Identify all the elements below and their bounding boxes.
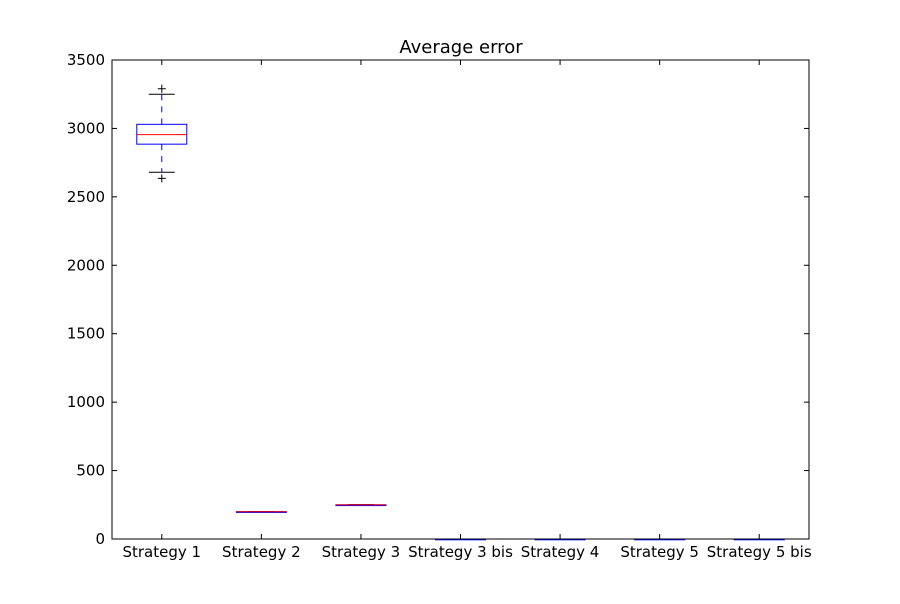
x-category-label: Strategy 3 <box>322 543 401 561</box>
x-axis: Strategy 1 Strategy 2 Strategy 3 Strategy 3… <box>122 60 812 561</box>
box-group <box>335 504 387 507</box>
y-axis: 0 500 1000 1500 2000 2500 3000 3500 <box>67 51 809 548</box>
x-category-label: Strategy 1 <box>122 543 201 561</box>
y-tick-label: 1500 <box>67 325 105 343</box>
box-group <box>136 84 188 183</box>
y-tick-label: 3500 <box>67 51 105 69</box>
x-category-label: Strategy 2 <box>222 543 301 561</box>
y-tick-label: 500 <box>76 462 105 480</box>
y-tick-label: 3000 <box>67 119 105 137</box>
x-category-label: Strategy 4 <box>521 543 600 561</box>
x-category-label: Strategy 5 <box>620 543 699 561</box>
y-tick-label: 0 <box>95 530 105 548</box>
chart-title: Average error <box>399 37 523 58</box>
y-tick-label: 1000 <box>67 393 105 411</box>
outlier-point <box>157 174 166 183</box>
y-tick-label: 2000 <box>67 256 105 274</box>
y-tick-label: 2500 <box>67 188 105 206</box>
box-group <box>235 510 287 513</box>
x-category-label: Strategy 5 bis <box>707 543 812 561</box>
axes-frame <box>111 59 810 540</box>
x-category-label: Strategy 3 bis <box>408 543 513 561</box>
outlier-point <box>157 84 166 93</box>
